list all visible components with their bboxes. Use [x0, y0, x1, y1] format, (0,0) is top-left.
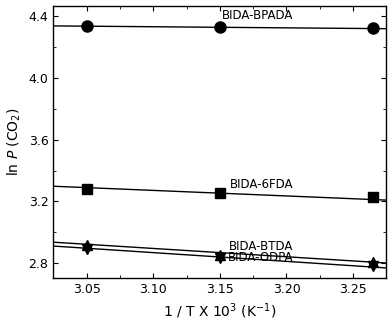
Text: BIDA-6FDA: BIDA-6FDA	[230, 178, 293, 191]
X-axis label: 1 / T X 10$^3$ (K$^{-1}$): 1 / T X 10$^3$ (K$^{-1}$)	[163, 302, 277, 321]
Text: BIDA-ODPA: BIDA-ODPA	[228, 251, 293, 264]
Y-axis label: ln $\it{P}$ (CO$_2$): ln $\it{P}$ (CO$_2$)	[5, 108, 23, 176]
Text: BIDA-BTDA: BIDA-BTDA	[229, 240, 293, 253]
Text: BIDA-BPADA: BIDA-BPADA	[222, 9, 293, 22]
